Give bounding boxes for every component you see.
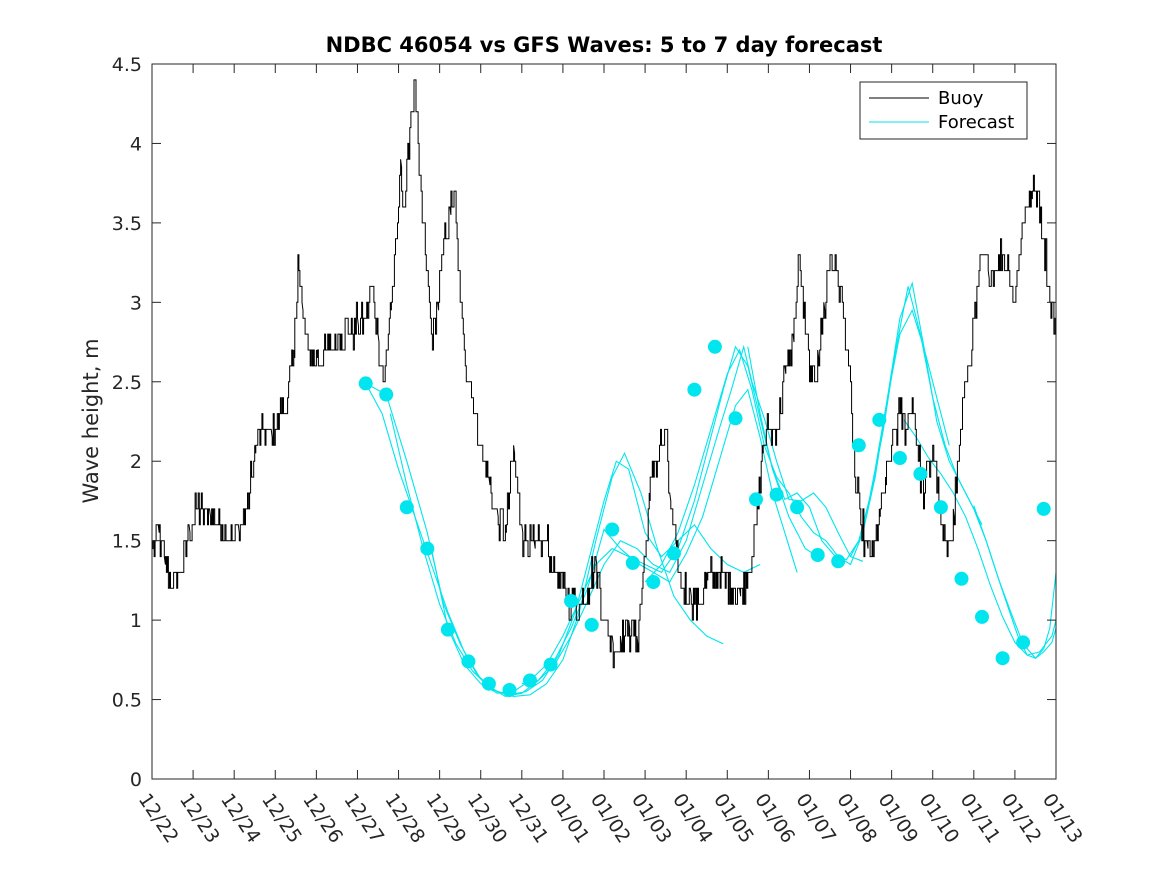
- forecast-marker-25: [851, 438, 866, 453]
- y-tick-label: 3.5: [112, 213, 142, 235]
- forecast-marker-19: [728, 411, 743, 426]
- legend-forecast-label: Forecast: [938, 112, 1014, 133]
- y-tick-label: 0: [130, 769, 142, 791]
- forecast-marker-18: [707, 339, 722, 354]
- forecast-marker-33: [1016, 635, 1031, 650]
- forecast-marker-13: [605, 522, 620, 537]
- buoy-line: [152, 79, 1057, 669]
- forecast-marker-22: [790, 500, 805, 515]
- y-tick-label: 1.5: [112, 531, 142, 553]
- y-tick-label: 0.5: [112, 690, 142, 712]
- forecast-line-2: [365, 382, 761, 696]
- y-tick-label: 4: [130, 133, 142, 155]
- legend-buoy-label: Buoy: [938, 88, 984, 109]
- plot-area: [152, 64, 1056, 779]
- forecast-marker-34: [1036, 501, 1051, 516]
- y-tick-label: 4.5: [112, 54, 142, 76]
- forecast-marker-10: [543, 657, 558, 672]
- forecast-marker-6: [461, 654, 476, 669]
- forecast-marker-24: [831, 554, 846, 569]
- forecast-marker-31: [975, 609, 989, 624]
- forecast-marker-20: [749, 492, 763, 507]
- forecast-marker-27: [892, 451, 907, 465]
- forecast-marker-16: [666, 546, 681, 561]
- forecast-line-9: [903, 419, 1057, 656]
- forecast-marker-14: [625, 555, 640, 570]
- series-layer: [152, 79, 1057, 697]
- y-tick-label: 3: [130, 292, 142, 314]
- forecast-line-6: [644, 308, 950, 583]
- forecast-marker-12: [584, 617, 599, 632]
- forecast-marker-17: [687, 382, 702, 397]
- forecast-line-7: [747, 286, 983, 561]
- y-tick-label: 2.5: [112, 372, 142, 394]
- forecast-marker-1: [358, 376, 373, 391]
- forecast-marker-28: [913, 466, 928, 481]
- forecast-marker-32: [995, 651, 1010, 666]
- chart-title: NDBC 46054 vs GFS Waves: 5 to 7 day fore…: [326, 33, 883, 57]
- forecast-marker-11: [564, 594, 579, 608]
- forecast-marker-9: [523, 673, 537, 688]
- forecast-marker-3: [399, 500, 414, 515]
- forecast-marker-21: [769, 487, 784, 502]
- y-tick-label: 1: [130, 610, 142, 632]
- legend: Buoy Forecast: [859, 81, 1028, 140]
- forecast-marker-4: [420, 541, 435, 556]
- forecast-marker-8: [502, 683, 517, 697]
- forecast-marker-26: [872, 412, 887, 427]
- forecast-marker-2: [379, 387, 394, 402]
- legend-box: [859, 81, 1028, 140]
- forecast-marker-23: [810, 548, 825, 562]
- forecast-line-3: [389, 388, 798, 697]
- y-tick-label: 2: [130, 451, 142, 473]
- forecast-marker-5: [440, 622, 455, 637]
- y-axis-label: Wave height, m: [79, 338, 103, 503]
- forecast-marker-29: [933, 500, 948, 515]
- forecast-marker-30: [954, 571, 969, 586]
- forecast-marker-15: [646, 575, 661, 589]
- forecast-marker-7: [481, 676, 496, 691]
